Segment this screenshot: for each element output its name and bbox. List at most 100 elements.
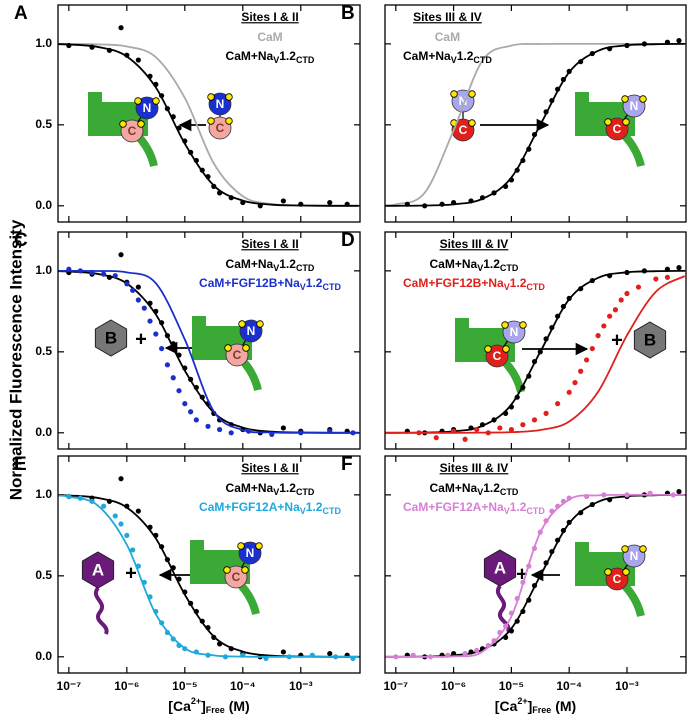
lobe-label: C	[216, 121, 225, 135]
data-point	[508, 177, 514, 183]
lobe	[225, 343, 249, 367]
channel-tail	[500, 357, 525, 393]
data-point	[327, 650, 333, 657]
data-point	[624, 269, 630, 276]
data-point	[101, 271, 107, 277]
data-point	[555, 313, 561, 319]
data-point	[269, 431, 275, 438]
data-point	[468, 425, 474, 431]
data-point	[566, 295, 572, 301]
data-point	[222, 654, 228, 660]
data-point	[147, 73, 153, 79]
plus-sign: +	[125, 562, 137, 584]
lobe	[605, 567, 629, 591]
data-point	[537, 573, 543, 579]
data-point	[624, 492, 630, 498]
channel-tail	[620, 581, 645, 617]
data-point	[205, 625, 211, 631]
data-point	[217, 190, 223, 196]
data-point	[188, 600, 194, 606]
data-point	[77, 495, 83, 501]
data-point	[286, 654, 292, 660]
legend-entry: CaM+FGF12B+NaV1.2CTD	[403, 276, 545, 292]
data-point	[89, 269, 95, 276]
ca-ion	[225, 117, 233, 125]
data-point	[112, 513, 118, 519]
data-point	[176, 576, 182, 582]
panel-letter: B	[341, 3, 355, 24]
data-point	[106, 274, 113, 280]
data-point	[344, 201, 350, 207]
data-point	[601, 323, 607, 329]
data-point	[531, 131, 538, 138]
data-point	[589, 345, 595, 352]
ca-ion	[238, 320, 246, 328]
data-point	[164, 333, 171, 339]
data-point	[664, 39, 671, 45]
panel-letter: A	[14, 3, 28, 24]
data-point	[479, 195, 486, 201]
lobe-label: N	[630, 549, 639, 563]
data-point	[106, 47, 113, 53]
data-point	[422, 203, 428, 209]
data-point	[404, 201, 410, 207]
ca-ion	[119, 120, 127, 128]
data-point	[474, 647, 480, 653]
data-point	[543, 560, 549, 566]
data-point	[566, 389, 572, 395]
data-point	[583, 357, 590, 363]
fgf-label: A	[494, 558, 506, 577]
data-point	[543, 336, 549, 342]
lobe	[605, 117, 629, 141]
data-point	[257, 203, 263, 209]
lobe	[622, 544, 646, 568]
ca-ion	[152, 97, 160, 105]
data-point	[520, 608, 526, 615]
legend-entry: CaM+NaV1.2CTD	[226, 257, 315, 273]
data-point	[112, 273, 118, 279]
legend-title: Sites I & II	[241, 237, 298, 251]
data-point	[566, 68, 572, 74]
data-point	[199, 167, 205, 173]
fit-curve	[58, 43, 359, 207]
lobe-label: N	[247, 324, 256, 338]
data-point	[182, 365, 188, 371]
y-tick-label: 0.5	[35, 568, 52, 582]
data-point	[537, 349, 543, 355]
data-point	[170, 565, 176, 571]
data-point	[503, 410, 509, 416]
data-point	[549, 97, 555, 104]
lobe-label: C	[459, 123, 468, 137]
data-point	[508, 610, 514, 616]
data-point	[635, 284, 642, 290]
lobe	[238, 541, 262, 565]
data-point	[228, 195, 234, 201]
legend-title: Sites III & IV	[413, 10, 482, 24]
data-point	[327, 428, 333, 434]
data-point	[451, 650, 457, 657]
lobe	[135, 96, 159, 120]
data-point	[182, 138, 188, 144]
x-tick-label: 10⁻³	[615, 679, 639, 693]
data-point	[451, 428, 457, 434]
y-axis-label: Normalized Fluorescence Intensity	[6, 219, 25, 500]
y-tick-label: 0.0	[35, 198, 52, 212]
data-point	[153, 308, 159, 314]
lobe	[485, 344, 509, 368]
data-point	[549, 508, 555, 514]
legend-title: Sites I & II	[241, 461, 298, 475]
data-point	[566, 495, 572, 501]
fgf-label: B	[105, 328, 117, 347]
data-point	[350, 655, 356, 662]
data-point	[555, 537, 561, 543]
plot-frame	[57, 231, 361, 450]
ca-ion	[242, 344, 250, 352]
cartoon: CN + B	[455, 318, 667, 393]
ca-ion	[207, 93, 215, 101]
data-point	[240, 199, 246, 206]
data-point	[124, 281, 130, 287]
data-point	[491, 190, 497, 196]
x-axis-label: [Ca2+]Free (M)	[495, 696, 576, 715]
data-point	[503, 623, 509, 629]
